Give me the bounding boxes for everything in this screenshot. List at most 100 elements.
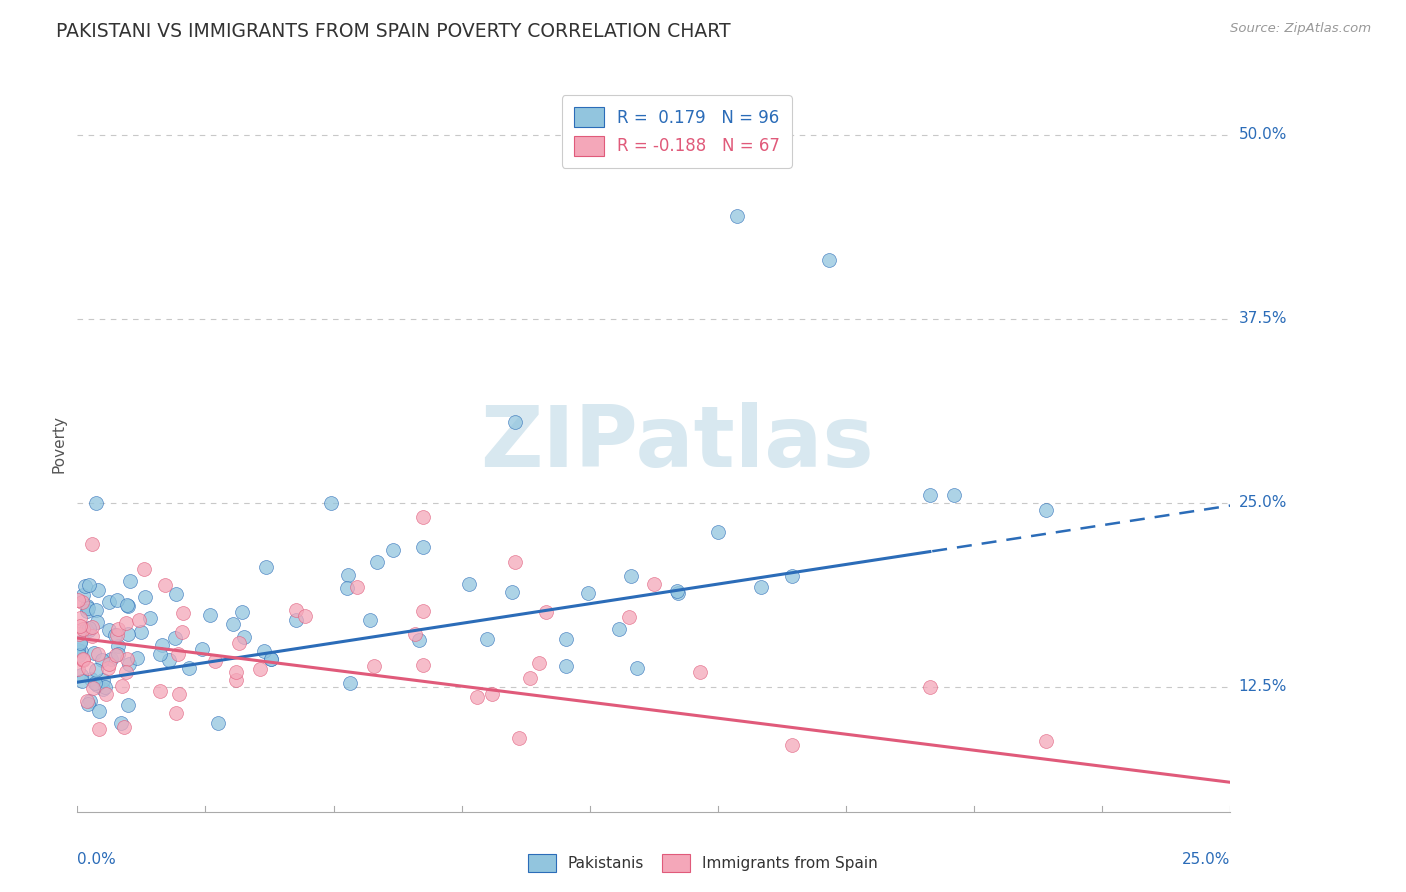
Point <box>117 599 139 613</box>
Point <box>707 525 730 540</box>
Point <box>254 559 277 574</box>
Point <box>134 561 156 575</box>
Point <box>780 739 803 753</box>
Text: 50.0%: 50.0% <box>1239 128 1286 142</box>
Text: 37.5%: 37.5% <box>1239 311 1286 326</box>
Text: ZIPatlas: ZIPatlas <box>479 402 873 485</box>
Point <box>339 676 361 690</box>
Point <box>66 662 89 676</box>
Point <box>84 663 107 677</box>
Point <box>100 652 122 666</box>
Point <box>96 661 118 675</box>
Point <box>626 660 648 674</box>
Point <box>167 687 190 701</box>
Point <box>207 716 229 731</box>
Point <box>76 604 98 618</box>
Point <box>412 604 434 618</box>
Point <box>82 537 104 551</box>
Point <box>127 650 149 665</box>
Point <box>72 588 94 602</box>
Point <box>75 622 97 636</box>
Point <box>129 624 152 639</box>
Point <box>72 674 94 689</box>
Text: PAKISTANI VS IMMIGRANTS FROM SPAIN POVERTY CORRELATION CHART: PAKISTANI VS IMMIGRANTS FROM SPAIN POVER… <box>56 22 731 41</box>
Point <box>607 622 630 636</box>
Point <box>98 657 121 671</box>
Point <box>319 496 342 510</box>
Point <box>336 582 359 596</box>
Point <box>110 716 132 731</box>
Point <box>79 673 101 687</box>
Point <box>117 652 139 666</box>
Point <box>475 632 498 647</box>
Legend: R =  0.179   N = 96, R = -0.188   N = 67: R = 0.179 N = 96, R = -0.188 N = 67 <box>562 95 792 168</box>
Point <box>72 652 94 666</box>
Point <box>107 648 129 662</box>
Point <box>172 606 194 620</box>
Point <box>69 644 91 658</box>
Point <box>80 620 103 634</box>
Point <box>505 415 527 429</box>
Point <box>617 610 640 624</box>
Point <box>155 578 177 592</box>
Point <box>70 668 93 682</box>
Point <box>67 648 90 663</box>
Point <box>527 656 550 670</box>
Text: Source: ZipAtlas.com: Source: ZipAtlas.com <box>1230 22 1371 36</box>
Legend: Pakistanis, Immigrants from Spain: Pakistanis, Immigrants from Spain <box>520 846 886 880</box>
Point <box>359 613 381 627</box>
Point <box>260 652 283 666</box>
Point <box>231 605 253 619</box>
Point <box>505 554 527 569</box>
Point <box>294 608 316 623</box>
Point <box>87 647 110 661</box>
Point <box>87 722 110 736</box>
Point <box>80 629 103 643</box>
Point <box>87 705 110 719</box>
Text: 0.0%: 0.0% <box>77 852 117 867</box>
Point <box>363 658 385 673</box>
Point <box>117 626 139 640</box>
Text: 25.0%: 25.0% <box>1239 495 1286 510</box>
Y-axis label: Poverty: Poverty <box>51 415 66 473</box>
Point <box>643 576 665 591</box>
Point <box>920 680 942 694</box>
Point <box>69 634 91 648</box>
Point <box>128 613 150 627</box>
Point <box>232 630 254 644</box>
Point <box>134 590 156 604</box>
Point <box>114 665 136 680</box>
Point <box>107 628 129 642</box>
Point <box>72 622 94 636</box>
Point <box>111 679 134 693</box>
Point <box>79 694 101 708</box>
Point <box>253 644 276 658</box>
Point <box>86 615 108 629</box>
Point <box>665 583 688 598</box>
Point <box>107 623 129 637</box>
Point <box>79 577 101 591</box>
Point <box>259 652 281 666</box>
Point <box>83 646 105 660</box>
Point <box>149 684 172 698</box>
Point <box>508 731 530 746</box>
Point <box>920 488 942 502</box>
Point <box>149 648 172 662</box>
Point <box>198 607 221 622</box>
Point <box>666 586 689 600</box>
Point <box>117 698 139 712</box>
Point <box>77 601 100 615</box>
Point <box>1035 734 1057 748</box>
Point <box>501 584 523 599</box>
Point <box>91 673 114 688</box>
Point <box>98 623 121 637</box>
Point <box>72 653 94 667</box>
Point <box>225 665 247 680</box>
Point <box>620 569 643 583</box>
Point <box>481 687 503 701</box>
Point <box>284 613 307 627</box>
Point <box>165 706 187 720</box>
Point <box>76 694 98 708</box>
Point <box>337 568 360 582</box>
Point <box>285 603 308 617</box>
